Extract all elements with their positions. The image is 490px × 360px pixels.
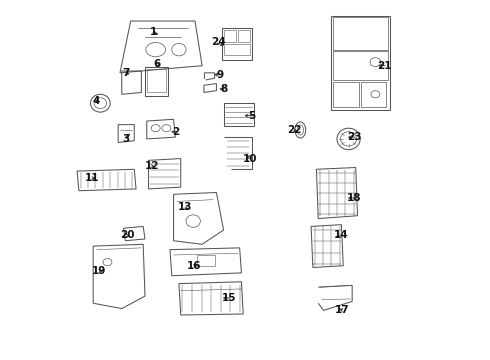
Text: 6: 6 — [154, 59, 161, 69]
Text: 15: 15 — [221, 293, 236, 303]
Text: 23: 23 — [347, 132, 361, 142]
Bar — [331, 16, 390, 111]
Text: 14: 14 — [334, 230, 349, 240]
Bar — [361, 82, 386, 107]
Text: 22: 22 — [287, 125, 301, 135]
Text: 2: 2 — [172, 127, 179, 137]
Text: 19: 19 — [92, 266, 107, 276]
Text: 18: 18 — [347, 193, 361, 203]
Bar — [147, 69, 167, 93]
Text: 9: 9 — [217, 69, 223, 80]
Text: 21: 21 — [377, 61, 392, 71]
Text: 8: 8 — [220, 84, 227, 94]
Bar — [333, 18, 388, 50]
Bar — [197, 255, 215, 266]
Text: 17: 17 — [335, 305, 350, 315]
Bar — [223, 30, 236, 42]
Text: 10: 10 — [243, 154, 258, 163]
Text: 13: 13 — [178, 202, 193, 212]
Bar — [223, 44, 250, 55]
Text: 20: 20 — [120, 230, 134, 240]
Bar — [223, 103, 254, 126]
Text: 3: 3 — [122, 134, 130, 144]
Text: 16: 16 — [187, 261, 201, 271]
Text: 24: 24 — [211, 37, 225, 48]
Bar — [333, 82, 359, 107]
Text: 1: 1 — [150, 27, 157, 37]
Text: 7: 7 — [122, 68, 130, 78]
Text: 12: 12 — [145, 161, 159, 171]
Text: 4: 4 — [92, 96, 99, 107]
Text: 5: 5 — [248, 111, 256, 121]
Bar — [145, 67, 168, 96]
Bar — [222, 28, 252, 60]
Bar — [238, 30, 249, 42]
Bar — [333, 51, 388, 80]
Text: 11: 11 — [85, 173, 99, 183]
